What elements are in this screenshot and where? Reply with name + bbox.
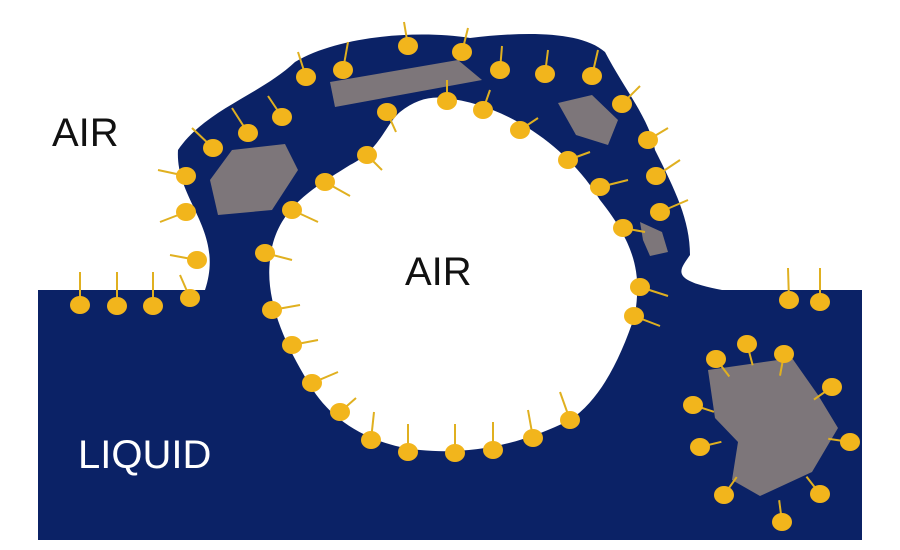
surfactant-head [822,378,842,396]
surfactant-head [840,433,860,451]
surfactant-head [714,486,734,504]
air-bubble [269,97,638,452]
surfactant-head [646,167,666,185]
surfactant-head [683,396,703,414]
surfactant-head [143,297,163,315]
particles [210,60,838,496]
particle [330,60,482,107]
surfactant-head [810,293,830,311]
surfactant-head [558,151,578,169]
surfactant-head [535,65,555,83]
surfactant-head [176,203,196,221]
surfactant-head [612,95,632,113]
surfactant-head [282,201,302,219]
air-outside-label: AIR [52,111,119,155]
surfactant-head [282,336,302,354]
surfactant-head [333,61,353,79]
surfactant-head [779,291,799,309]
surfactant-head [437,92,457,110]
surfactant-head [810,485,830,503]
surfactant-head [772,513,792,531]
surfactant-head [302,374,322,392]
particle [708,358,838,496]
surfactant-head [737,335,757,353]
surfactant-head [452,43,472,61]
particle [558,95,618,145]
surfactant-head [180,289,200,307]
surfactant-head [690,438,710,456]
air-bubble-label: AIR [405,250,472,294]
surfactant-head [706,350,726,368]
surfactant-head [272,108,292,126]
surfactant-head [296,68,316,86]
surfactant-head [523,429,543,447]
surfactant-head [107,297,127,315]
surfactant-head [398,443,418,461]
surfactant-head [315,173,335,191]
surfactant-head [70,296,90,314]
surfactant-head [638,131,658,149]
particle [210,144,298,215]
surfactant-head [582,67,602,85]
surfactant-head [560,411,580,429]
surfactant-head [445,444,465,462]
surfactant-head [357,146,377,164]
surfactant-head [377,103,397,121]
surfactant-head [650,203,670,221]
surfactant-head [262,301,282,319]
surfactant-head [613,219,633,237]
liquid-label: LIQUID [78,433,211,477]
surfactant-heads [70,37,860,531]
surfactant-head [483,441,503,459]
surfactant-head [473,101,493,119]
surfactant-head [398,37,418,55]
surfactant-head [490,61,510,79]
surfactant-head [203,139,223,157]
surfactant-head [590,178,610,196]
surfactant-head [176,167,196,185]
surfactant-head [238,124,258,142]
surfactant-head [361,431,381,449]
surfactant-head [255,244,275,262]
surfactant-head [630,278,650,296]
particle [640,222,668,256]
surfactant-head [510,121,530,139]
surfactant-head [774,345,794,363]
surfactant-head [330,403,350,421]
surfactant-head [624,307,644,325]
surfactant-head [187,251,207,269]
